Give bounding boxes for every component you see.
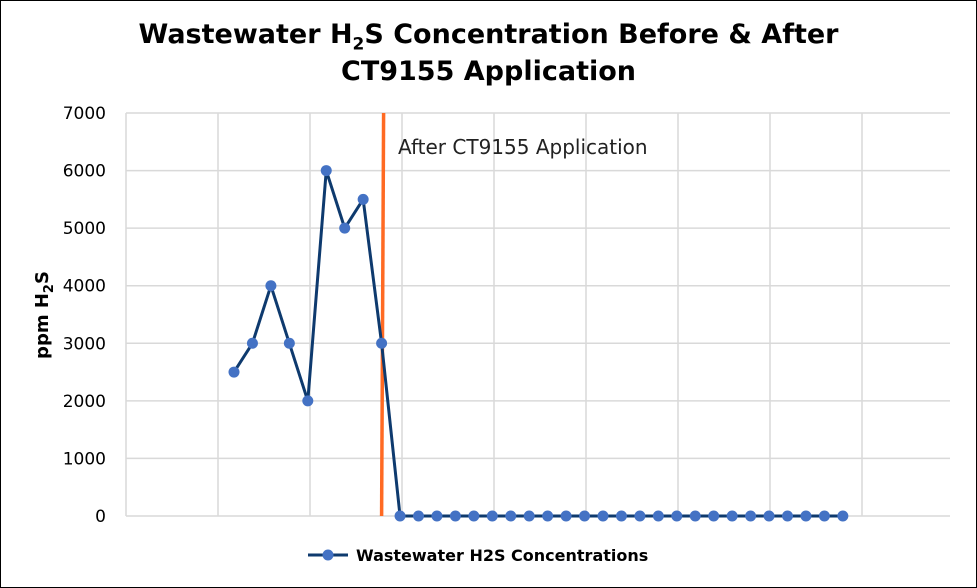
data-point [246,337,258,349]
data-point [523,510,535,522]
data-point [782,510,793,522]
data-point [394,510,406,522]
data-point [376,337,388,349]
data-point [542,510,554,522]
data-point [505,510,517,522]
data-point [560,510,572,522]
y-tick-label: 7000 [63,104,106,124]
y-axis-label: ppm H2S [32,271,57,359]
data-point [634,510,646,522]
data-point [283,337,295,349]
data-point [449,510,461,522]
data-point [265,280,277,292]
data-point [468,510,480,522]
annotation-label: After CT9155 Application [398,135,648,159]
data-point [357,193,369,205]
data-point [708,510,720,522]
data-point [597,510,609,522]
data-point [431,510,443,522]
y-tick-label: 4000 [63,277,106,297]
chart-title-line1: Wastewater H2S Concentration Before & Af… [138,19,839,55]
chart-title-line2: CT9155 Application [341,56,636,87]
series-line [232,169,843,518]
data-point [726,510,738,522]
legend-label: Wastewater H2S Concentrations [356,546,648,565]
data-point [652,510,664,522]
data-point [486,510,498,522]
legend: Wastewater H2S Concentrations [308,546,648,565]
data-point [413,510,424,522]
y-tick-label: 2000 [63,392,106,412]
y-tick-label: 6000 [63,162,106,182]
y-tick-label: 1000 [63,449,106,469]
data-point [228,366,240,378]
data-point [615,510,627,522]
y-tick-label: 3000 [63,334,106,354]
data-point [763,510,775,522]
data-point [339,222,351,234]
y-tick-label: 5000 [63,219,106,239]
legend-marker [322,549,334,561]
data-point [671,510,683,522]
application-marker-line [379,112,386,517]
y-tick-label: 0 [95,507,106,527]
data-point [689,510,701,522]
data-point [837,510,849,522]
data-point [745,510,757,522]
data-point [320,165,332,177]
data-point [800,510,812,522]
data-point [579,510,591,522]
data-point [302,395,314,407]
data-point [818,510,830,522]
